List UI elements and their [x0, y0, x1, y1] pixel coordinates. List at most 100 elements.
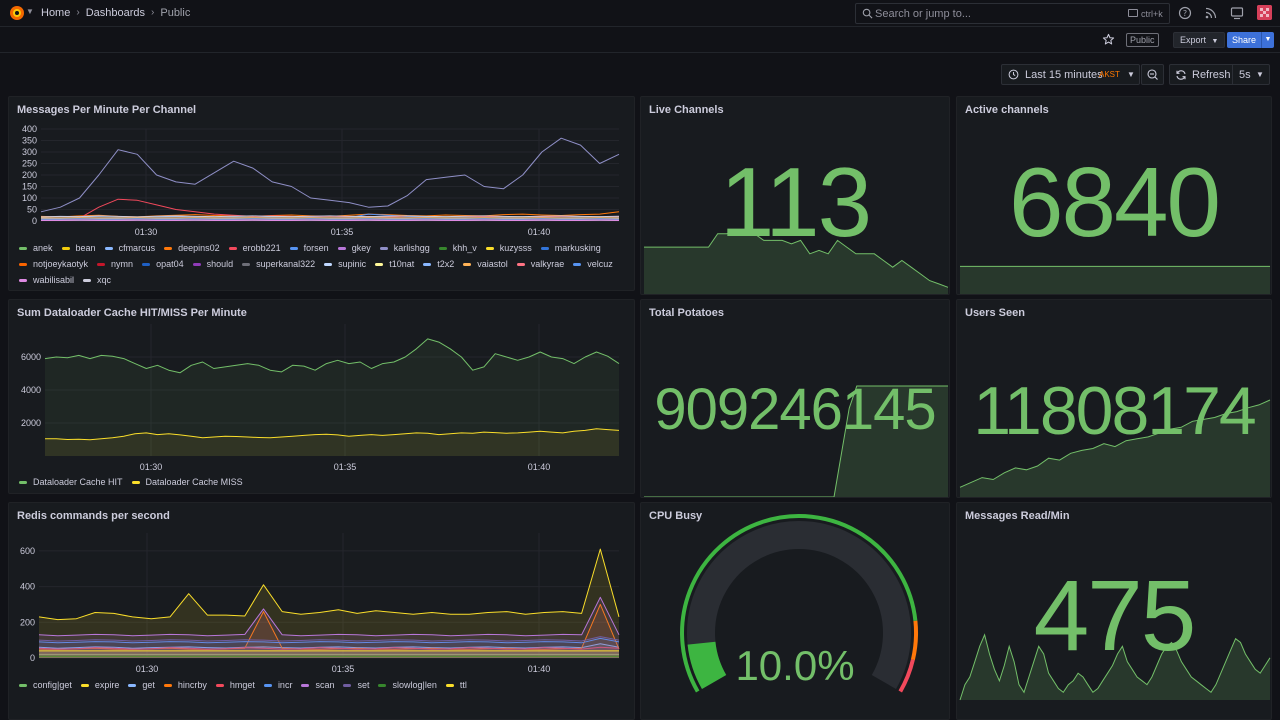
legend-item[interactable]: hmget: [215, 679, 255, 691]
y-tick-label: 2000: [21, 418, 41, 428]
series-line: [38, 548, 620, 621]
legend-item[interactable]: xqc: [83, 274, 111, 286]
refresh-interval-picker[interactable]: 5s: [1239, 69, 1251, 81]
legend-swatch: [263, 683, 272, 687]
avatar[interactable]: [1257, 5, 1272, 20]
legend-label: gkey: [351, 243, 371, 253]
legend-item[interactable]: kuzysss: [485, 242, 532, 254]
star-icon[interactable]: [1102, 33, 1115, 46]
legend-label: bean: [75, 243, 96, 253]
x-tick-label: 01:35: [331, 227, 354, 237]
sparkline-line: [644, 385, 948, 497]
panel-title: Total Potatoes: [649, 307, 724, 319]
search-input[interactable]: Search or jump to... ctrl+k: [855, 3, 1170, 24]
panel-active-channels[interactable]: Active channels 6840: [956, 96, 1272, 295]
refresh-button[interactable]: Refresh 5s ▼: [1169, 64, 1270, 85]
share-button[interactable]: Share: [1227, 32, 1262, 48]
legend-item[interactable]: get: [128, 679, 155, 691]
legend-item[interactable]: superkanal322: [242, 258, 315, 270]
legend-item[interactable]: t2x2: [423, 258, 454, 270]
chevron-down-icon: ▼: [1127, 70, 1135, 79]
panel-title: Live Channels: [649, 104, 724, 116]
breadcrumb-dashboards[interactable]: Dashboards: [85, 7, 146, 19]
gauge-threshold-red: [898, 659, 915, 693]
legend-swatch: [324, 262, 333, 266]
legend-item[interactable]: ttl: [445, 679, 467, 691]
panel-title: Messages Per Minute Per Channel: [17, 104, 197, 116]
legend-item[interactable]: erobb221: [228, 242, 281, 254]
legend-item[interactable]: should: [192, 258, 234, 270]
legend-label: config|get: [33, 680, 72, 690]
legend-label: slowlog|len: [392, 680, 437, 690]
legend-item[interactable]: set: [343, 679, 369, 691]
legend-label: should: [206, 259, 234, 269]
legend-label: kuzysss: [499, 243, 532, 253]
legend-item[interactable]: anek: [19, 242, 53, 254]
legend-item[interactable]: supinic: [324, 258, 366, 270]
x-tick-label: 01:40: [528, 462, 551, 472]
legend-item[interactable]: Dataloader Cache MISS: [131, 476, 243, 488]
chevron-down-icon[interactable]: ▼: [26, 7, 34, 16]
legend-item[interactable]: wabilisabil: [19, 274, 74, 286]
legend-item[interactable]: nymn: [97, 258, 133, 270]
grafana-logo-icon[interactable]: [8, 4, 26, 22]
legend-label: notjoeykaotyk: [33, 259, 89, 269]
legend-label: get: [142, 680, 155, 690]
panel-cpu-busy[interactable]: CPU Busy 10.0%: [640, 502, 950, 720]
time-range-picker[interactable]: Last 15 minutes AKST ▼: [1001, 64, 1140, 85]
legend-item[interactable]: cfmarcus: [104, 242, 156, 254]
legend-label: cfmarcus: [118, 243, 156, 253]
panel-redis-commands[interactable]: Redis commands per second 0 200 400 600 01:3…: [8, 502, 635, 720]
legend-swatch: [289, 246, 298, 250]
legend-swatch: [104, 246, 113, 250]
panel-messages-per-minute[interactable]: Messages Per Minute Per Channel 0 50 100 15…: [8, 96, 635, 291]
panel-title: Sum Dataloader Cache HIT/MISS Per Minute: [17, 307, 247, 319]
y-tick-label: 100: [22, 193, 37, 203]
legend-item[interactable]: expire: [80, 679, 119, 691]
breadcrumb-home[interactable]: Home: [41, 7, 71, 19]
chevron-down-icon: ▼: [1211, 38, 1219, 45]
legend-swatch: [242, 262, 251, 266]
legend-swatch: [164, 246, 173, 250]
help-icon[interactable]: ?: [1178, 6, 1192, 20]
legend-item[interactable]: karlishgg: [379, 242, 430, 254]
top-bar: ▼ Home › Dashboards › Public Search or j…: [0, 0, 1280, 27]
panel-total-potatoes[interactable]: Total Potatoes 909246145: [640, 299, 950, 498]
legend-item[interactable]: t10nat: [375, 258, 414, 270]
legend-item[interactable]: valkyrae: [516, 258, 564, 270]
search-icon: [862, 8, 873, 19]
legend-item[interactable]: deepins02: [164, 242, 220, 254]
legend-item[interactable]: velcuz: [573, 258, 613, 270]
legend-swatch: [19, 246, 27, 250]
panel-live-channels[interactable]: Live Channels 113: [640, 96, 950, 295]
stat-value: 113: [719, 147, 872, 257]
legend-item[interactable]: config|get: [19, 679, 72, 691]
legend-item[interactable]: scan: [301, 679, 334, 691]
zoom-out-button[interactable]: [1141, 64, 1164, 85]
legend-item[interactable]: hincrby: [163, 679, 207, 691]
legend-item[interactable]: forsen: [289, 242, 329, 254]
panel-messages-read[interactable]: Messages Read/Min 475: [956, 502, 1272, 720]
legend-item[interactable]: opat04: [142, 258, 184, 270]
panel-dataloader-cache[interactable]: Sum Dataloader Cache HIT/MISS Per Minute…: [8, 299, 635, 494]
y-tick-label: 300: [22, 147, 37, 157]
legend-item[interactable]: khh_v: [438, 242, 477, 254]
series-area: [39, 604, 619, 658]
panel-users-seen[interactable]: Users Seen 11808174: [956, 299, 1272, 498]
monitor-icon[interactable]: [1230, 6, 1244, 20]
legend-item[interactable]: incr: [263, 679, 292, 691]
legend-item[interactable]: slowlog|len: [378, 679, 437, 691]
legend-item[interactable]: gkey: [337, 242, 371, 254]
legend-item[interactable]: notjoeykaotyk: [19, 258, 88, 270]
legend-item[interactable]: Dataloader Cache HIT: [19, 476, 123, 488]
rss-icon[interactable]: [1204, 6, 1218, 20]
avatar-pattern-icon: [1257, 5, 1272, 20]
legend-item[interactable]: bean: [61, 242, 96, 254]
legend-swatch: [128, 683, 137, 687]
export-button[interactable]: Export ▼: [1173, 32, 1226, 48]
share-dropdown-button[interactable]: ▼: [1261, 32, 1274, 48]
legend-item[interactable]: markusking: [540, 242, 601, 254]
legend-item[interactable]: vaiastol: [463, 258, 508, 270]
y-tick-label: 400: [22, 124, 37, 134]
